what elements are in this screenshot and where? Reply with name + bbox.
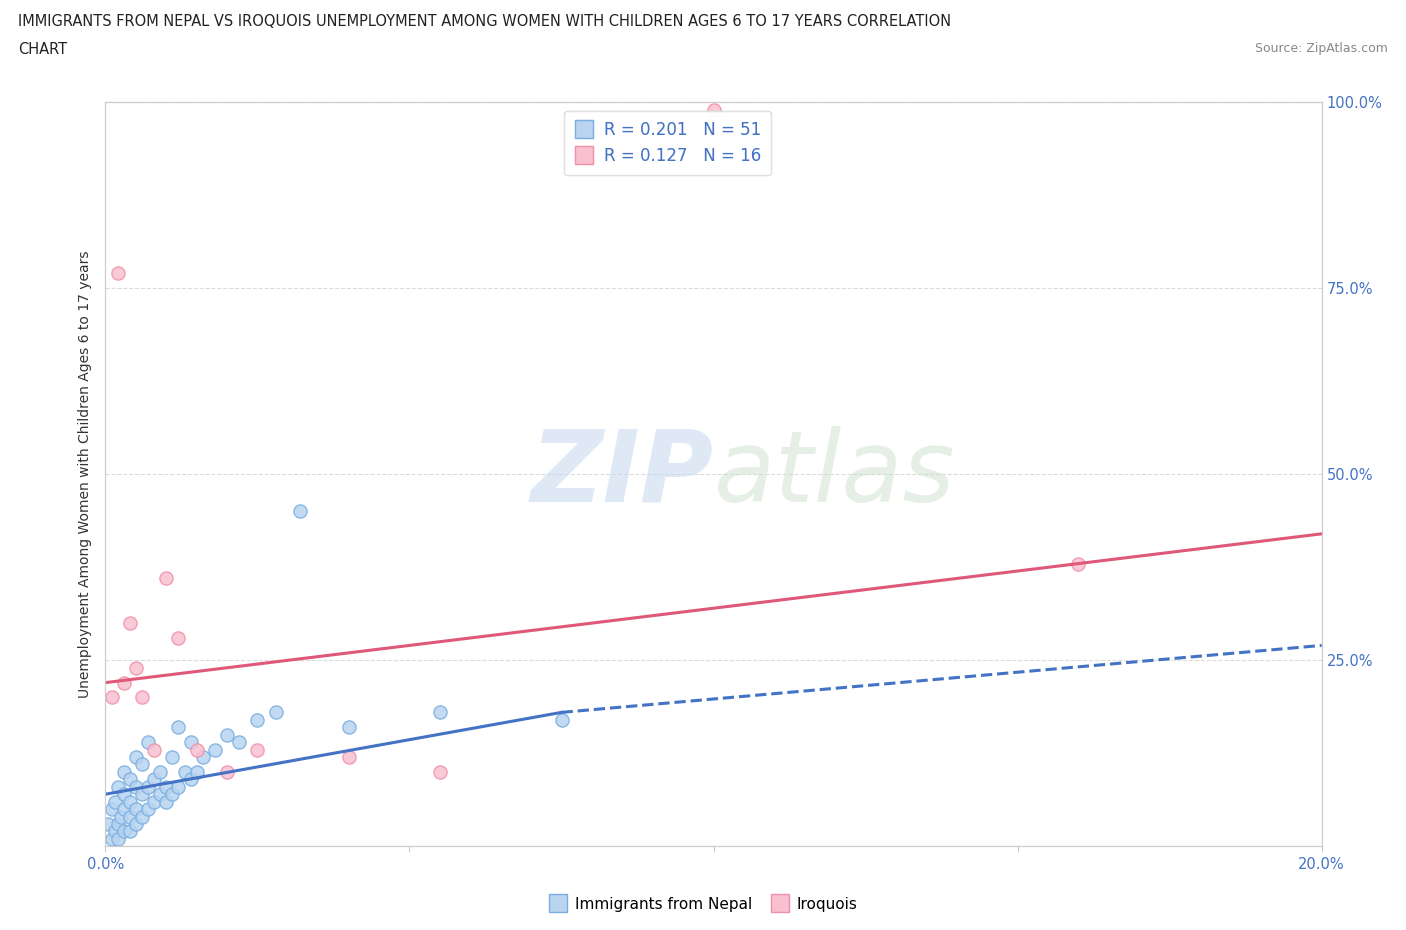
- Point: [125, 779, 148, 794]
- Point: [118, 794, 141, 809]
- Point: [100, 690, 122, 705]
- Point: [228, 735, 250, 750]
- Point: [125, 817, 148, 831]
- Text: atlas: atlas: [713, 426, 955, 523]
- Point: [149, 764, 172, 779]
- Text: Source: ZipAtlas.com: Source: ZipAtlas.com: [1254, 42, 1388, 55]
- Point: [191, 750, 214, 764]
- Point: [118, 809, 141, 824]
- Point: [167, 720, 190, 735]
- Point: [155, 794, 177, 809]
- Point: [136, 802, 159, 817]
- Point: [118, 772, 141, 787]
- Point: [246, 712, 269, 727]
- Point: [246, 742, 269, 757]
- Legend: Immigrants from Nepal, Iroquois: Immigrants from Nepal, Iroquois: [543, 891, 863, 918]
- Point: [217, 727, 239, 742]
- Point: [288, 504, 311, 519]
- Point: [100, 831, 122, 846]
- Point: [107, 831, 129, 846]
- Text: ZIP: ZIP: [530, 426, 713, 523]
- Text: CHART: CHART: [18, 42, 67, 57]
- Point: [149, 787, 172, 802]
- Point: [112, 675, 135, 690]
- Point: [180, 735, 202, 750]
- Point: [155, 571, 177, 586]
- Point: [131, 757, 153, 772]
- Point: [162, 787, 184, 802]
- Point: [155, 779, 177, 794]
- Point: [107, 779, 129, 794]
- Point: [112, 787, 135, 802]
- Point: [107, 817, 129, 831]
- Point: [112, 824, 135, 839]
- Point: [264, 705, 287, 720]
- Point: [143, 794, 166, 809]
- Point: [337, 720, 360, 735]
- Point: [118, 616, 141, 631]
- Point: [167, 631, 190, 645]
- Point: [110, 809, 132, 824]
- Point: [337, 750, 360, 764]
- Point: [112, 802, 135, 817]
- Point: [100, 802, 122, 817]
- Point: [131, 690, 153, 705]
- Point: [204, 742, 226, 757]
- Point: [125, 802, 148, 817]
- Point: [186, 742, 208, 757]
- Point: [118, 824, 141, 839]
- Point: [131, 809, 153, 824]
- Point: [217, 764, 239, 779]
- Point: [186, 764, 208, 779]
- Point: [131, 787, 153, 802]
- Y-axis label: Unemployment Among Women with Children Ages 6 to 17 years: Unemployment Among Women with Children A…: [79, 250, 93, 698]
- Point: [136, 779, 159, 794]
- Point: [125, 750, 148, 764]
- Point: [107, 266, 129, 281]
- Point: [1067, 556, 1090, 571]
- Point: [125, 660, 148, 675]
- Point: [702, 102, 725, 117]
- Point: [143, 742, 166, 757]
- Point: [143, 772, 166, 787]
- Point: [103, 824, 125, 839]
- Point: [162, 750, 184, 764]
- Point: [429, 705, 451, 720]
- Point: [103, 794, 125, 809]
- Point: [112, 764, 135, 779]
- Point: [429, 764, 451, 779]
- Point: [97, 817, 120, 831]
- Legend: R = 0.201   N = 51, R = 0.127   N = 16: R = 0.201 N = 51, R = 0.127 N = 16: [564, 111, 770, 175]
- Point: [173, 764, 195, 779]
- Point: [136, 735, 159, 750]
- Point: [550, 712, 572, 727]
- Text: IMMIGRANTS FROM NEPAL VS IROQUOIS UNEMPLOYMENT AMONG WOMEN WITH CHILDREN AGES 6 : IMMIGRANTS FROM NEPAL VS IROQUOIS UNEMPL…: [18, 14, 952, 29]
- Point: [167, 779, 190, 794]
- Point: [180, 772, 202, 787]
